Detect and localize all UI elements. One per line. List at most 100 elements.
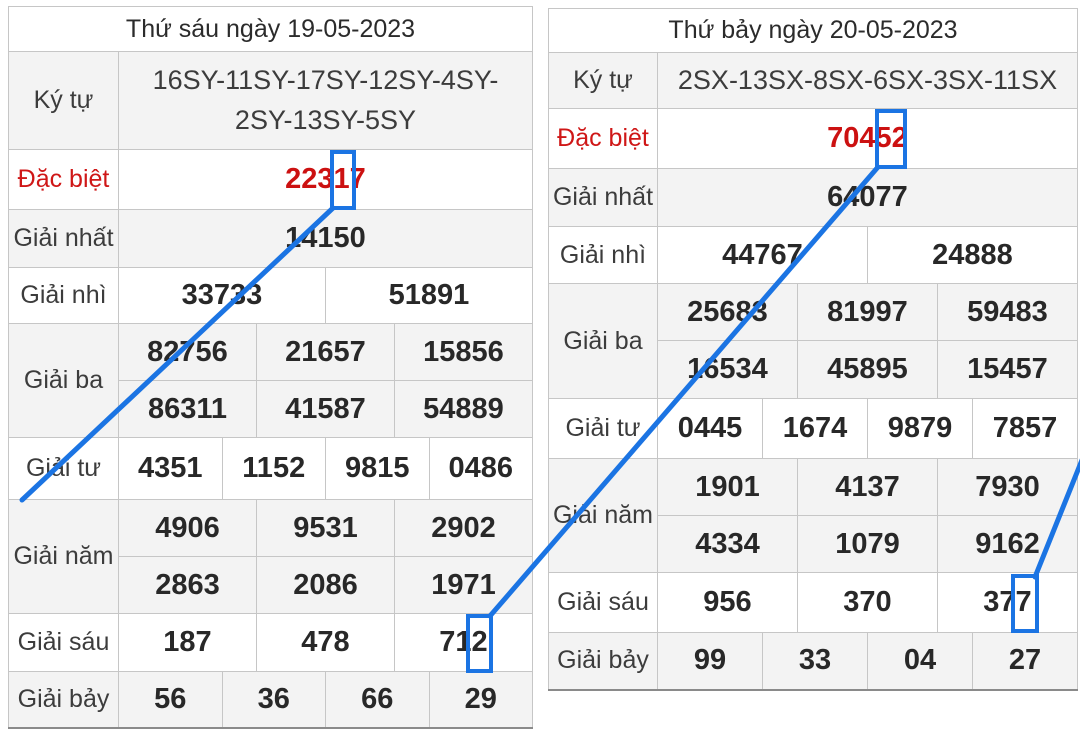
prize-value: 14150	[118, 209, 533, 268]
prize-value: 54889	[394, 380, 533, 438]
prize-value: 99	[657, 632, 763, 690]
prize-value: 15457	[937, 340, 1078, 399]
prize-value: 9815	[325, 437, 430, 500]
row-giai-ba-1: Giải ba 82756 21657 15856	[8, 323, 533, 438]
prize-value: 956	[657, 572, 798, 633]
row-giai-nam-1: Giải năm 1901 4137 7930	[548, 458, 1078, 573]
row-giai-sau: Giải sáu 187 478 712	[8, 613, 533, 672]
prize-value: 1674	[762, 398, 868, 459]
ky-tu-line1: 16SY-11SY-17SY-12SY-4SY-	[152, 65, 499, 96]
prize-value: 64077	[657, 168, 1078, 227]
row-label: Giải sáu	[548, 572, 658, 633]
results-table-saturday: Thứ bảy ngày 20-05-2023 Ký tự 2SX-13SX-8…	[548, 8, 1078, 691]
prize-value: 9879	[867, 398, 973, 459]
row-label: Giải bảy	[548, 632, 658, 690]
row-giai-nam-2: 2863 2086 1971	[9, 556, 533, 614]
prize-value: 51891	[325, 267, 533, 324]
row-label: Giải nhất	[548, 168, 658, 227]
row-label: Giải tư	[8, 437, 119, 500]
row-dac-biet: Đặc biệt 22317	[8, 149, 533, 210]
row-label: Giải năm	[548, 458, 658, 573]
prize-value: 9162	[937, 515, 1078, 573]
ky-tu-value: 16SY-11SY-17SY-12SY-4SY- 2SY-13SY-5SY	[118, 51, 533, 150]
prize-value: 33733	[118, 267, 326, 324]
prize-value: 66	[325, 671, 430, 728]
ky-tu-value: 2SX-13SX-8SX-6SX-3SX-11SX	[657, 52, 1078, 109]
row-label: Giải nhì	[8, 267, 119, 324]
row-label: Giải ba	[548, 283, 658, 399]
row-ky-tu: Ký tự 16SY-11SY-17SY-12SY-4SY- 2SY-13SY-…	[8, 51, 533, 150]
prize-value: 1079	[797, 515, 938, 573]
row-label-special: Đặc biệt	[548, 108, 658, 169]
prize-value: 29	[428, 671, 533, 728]
row-giai-nhat: Giải nhất 14150	[8, 209, 533, 268]
prize-value: 36	[221, 671, 326, 728]
special-prize-value: 70452	[657, 108, 1078, 169]
row-giai-nhi: Giải nhì 44767 24888	[548, 226, 1078, 284]
prize-value: 1971	[394, 556, 533, 614]
prize-value: 56	[118, 671, 223, 728]
prize-value: 24888	[867, 226, 1078, 284]
prize-value: 16534	[657, 340, 798, 399]
prize-value: 33	[762, 632, 868, 690]
row-label: Giải ba	[8, 323, 119, 438]
prize-value: 15856	[394, 323, 533, 381]
row-giai-ba-1: Giải ba 25683 81997 59483	[548, 283, 1078, 399]
prize-value: 27	[972, 632, 1078, 690]
row-ky-tu: Ký tự 2SX-13SX-8SX-6SX-3SX-11SX	[548, 52, 1078, 109]
row-giai-bay: Giải bảy 56 36 66 29	[8, 671, 533, 728]
row-label: Giải sáu	[8, 613, 119, 672]
prize-value: 44767	[657, 226, 868, 284]
prize-value: 478	[256, 613, 395, 672]
prize-value: 712	[394, 613, 533, 672]
prize-value: 0445	[657, 398, 763, 459]
row-label: Ký tự	[8, 51, 119, 150]
row-label: Giải nhất	[8, 209, 119, 268]
prize-value: 4137	[797, 458, 938, 516]
row-label: Giải năm	[8, 499, 119, 614]
prize-value: 1152	[221, 437, 326, 500]
prize-value: 2863	[118, 556, 257, 614]
prize-value: 86311	[118, 380, 257, 438]
prize-value: 377	[937, 572, 1078, 633]
row-giai-nhi: Giải nhì 33733 51891	[8, 267, 533, 324]
row-label: Giải tư	[548, 398, 658, 459]
table-header-row: Thứ sáu ngày 19-05-2023	[8, 6, 533, 52]
results-table-friday: Thứ sáu ngày 19-05-2023 Ký tự 16SY-11SY-…	[8, 6, 533, 729]
row-giai-sau: Giải sáu 956 370 377	[548, 572, 1078, 633]
special-prize-value: 22317	[118, 149, 533, 210]
table-title: Thứ bảy ngày 20-05-2023	[548, 8, 1078, 53]
row-giai-tu: Giải tư 0445 1674 9879 7857	[548, 398, 1078, 459]
prize-value: 21657	[256, 323, 395, 381]
row-label: Ký tự	[548, 52, 658, 109]
row-dac-biet: Đặc biệt 70452	[548, 108, 1078, 169]
prize-value: 45895	[797, 340, 938, 399]
prize-value: 187	[118, 613, 257, 672]
prize-value: 0486	[428, 437, 533, 500]
row-giai-bay: Giải bảy 99 33 04 27	[548, 632, 1078, 690]
row-label-special: Đặc biệt	[8, 149, 119, 210]
prize-value: 2902	[394, 499, 533, 557]
prize-value: 370	[797, 572, 938, 633]
prize-value: 81997	[797, 283, 938, 341]
row-label: Giải bảy	[8, 671, 119, 728]
ky-tu-line2: 2SY-13SY-5SY	[234, 104, 417, 135]
prize-value: 59483	[937, 283, 1078, 341]
prize-value: 7857	[972, 398, 1078, 459]
prize-value: 04	[867, 632, 973, 690]
row-giai-tu: Giải tư 4351 1152 9815 0486	[8, 437, 533, 500]
prize-value: 41587	[256, 380, 395, 438]
table-title: Thứ sáu ngày 19-05-2023	[8, 6, 533, 52]
prize-value: 7930	[937, 458, 1078, 516]
prize-value: 1901	[657, 458, 798, 516]
row-giai-nhat: Giải nhất 64077	[548, 168, 1078, 227]
row-giai-nam-1: Giải năm 4906 9531 2902	[8, 499, 533, 614]
prize-value: 9531	[256, 499, 395, 557]
prize-value: 4351	[118, 437, 223, 500]
prize-value: 4906	[118, 499, 257, 557]
row-label: Giải nhì	[548, 226, 658, 284]
prize-value: 82756	[118, 323, 257, 381]
table-header-row: Thứ bảy ngày 20-05-2023	[548, 8, 1078, 53]
prize-value: 4334	[657, 515, 798, 573]
